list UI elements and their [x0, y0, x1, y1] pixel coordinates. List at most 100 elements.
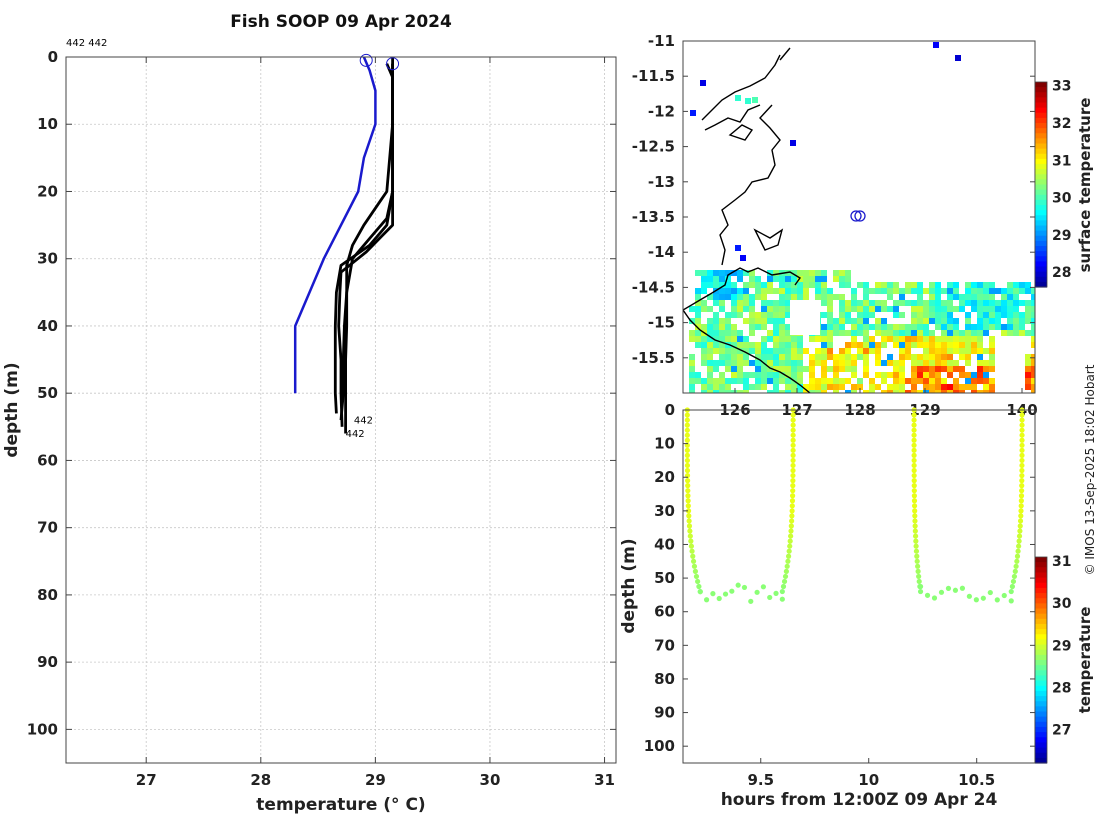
sst-cell [767, 318, 773, 324]
scatter-y-tick-label: 80 [654, 670, 675, 688]
sample-point [911, 478, 917, 484]
sst-cell [935, 288, 941, 294]
scatter-colorbar-segment [1035, 721, 1047, 728]
sst-cell [965, 354, 971, 360]
sample-point [684, 427, 690, 433]
sample-point [1019, 417, 1025, 423]
sst-cell [773, 306, 779, 312]
sst-cell [935, 366, 941, 372]
sst-cell [1025, 306, 1031, 312]
sst-cell [977, 378, 983, 384]
sst-cell [1013, 324, 1019, 330]
sst-cell [923, 372, 929, 378]
sst-cell [809, 276, 815, 282]
map-y-tick-label: -15.5 [632, 349, 675, 367]
sst-cell [689, 336, 695, 342]
scatter-colorbar-segment [1035, 557, 1047, 563]
sst-cell [701, 270, 707, 276]
sst-cell [713, 336, 719, 342]
scatter-y-tick-label: 0 [665, 401, 675, 419]
sst-cell [797, 354, 803, 360]
map-y-tick-label: -14.5 [632, 278, 675, 296]
sst-cell [815, 276, 821, 282]
sst-cell [833, 372, 839, 378]
sst-cell [935, 378, 941, 384]
sst-cell [977, 348, 983, 354]
x-tick-label: 29 [365, 771, 386, 789]
sst-cell [953, 324, 959, 330]
sst-cell [989, 360, 995, 366]
sst-cell [851, 372, 857, 378]
sst-cell [797, 342, 803, 348]
sst-cell [779, 360, 785, 366]
sst-cell [707, 318, 713, 324]
sst-cell [735, 95, 741, 101]
sst-cell [911, 312, 917, 318]
sst-cell [719, 348, 725, 354]
sst-cell [911, 300, 917, 306]
sst-cell [761, 324, 767, 330]
sst-cell [977, 336, 983, 342]
sst-cell [983, 390, 989, 393]
sst-cell [737, 312, 743, 318]
sst-cell [719, 282, 725, 288]
sst-cell [989, 378, 995, 384]
sst-cell [773, 318, 779, 324]
sst-cell [797, 288, 803, 294]
sst-cell [983, 306, 989, 312]
sst-cell [977, 294, 983, 300]
sst-cell [779, 306, 785, 312]
scatter-colorbar-segment [1035, 618, 1047, 625]
sst-cell [725, 288, 731, 294]
sst-cell [953, 294, 959, 300]
sst-cell [851, 300, 857, 306]
sst-cell [1007, 288, 1013, 294]
sst-cell [875, 318, 881, 324]
sst-cell [773, 342, 779, 348]
sst-cell [923, 390, 929, 393]
sst-cell [935, 300, 941, 306]
sst-cell [827, 354, 833, 360]
scatter-colorbar-segment [1035, 716, 1047, 723]
sst-cell [869, 384, 875, 390]
sst-cell [803, 390, 809, 393]
sst-cell [827, 288, 833, 294]
sample-point [1019, 457, 1025, 464]
scatter-y-tick-label: 90 [654, 704, 675, 722]
sst-cell [869, 288, 875, 294]
sst-cell [857, 318, 863, 324]
sst-cell [917, 366, 923, 372]
sample-point [911, 488, 917, 494]
sst-cell [893, 282, 899, 288]
sample-point [913, 538, 919, 544]
sst-cell [989, 336, 995, 342]
sst-cell [941, 378, 947, 384]
sst-cell [827, 318, 833, 324]
sst-cell [1025, 288, 1031, 294]
sst-cell [941, 360, 947, 366]
sst-cell [695, 330, 701, 336]
sst-cell [737, 354, 743, 360]
scatter-colorbar-tick-label: 27 [1052, 722, 1071, 738]
sst-cell [851, 390, 857, 393]
sst-cell [755, 318, 761, 324]
sst-cell [701, 360, 707, 366]
sst-cell [773, 384, 779, 390]
sample-point [787, 543, 793, 549]
sst-cell [839, 360, 845, 366]
sample-point [911, 472, 917, 479]
sst-cell [929, 366, 935, 372]
sample-point [690, 553, 696, 559]
sst-cell [929, 312, 935, 318]
sst-cell [1031, 288, 1035, 294]
sst-cell [689, 372, 695, 378]
sst-cell [869, 300, 875, 306]
sst-cell [1031, 306, 1035, 312]
sst-cell [767, 312, 773, 318]
sample-point [911, 498, 918, 504]
sst-cell [977, 300, 983, 306]
sst-cell [917, 354, 923, 360]
sst-cell [773, 390, 779, 393]
sst-cell [989, 366, 995, 372]
sst-cell [863, 348, 869, 354]
